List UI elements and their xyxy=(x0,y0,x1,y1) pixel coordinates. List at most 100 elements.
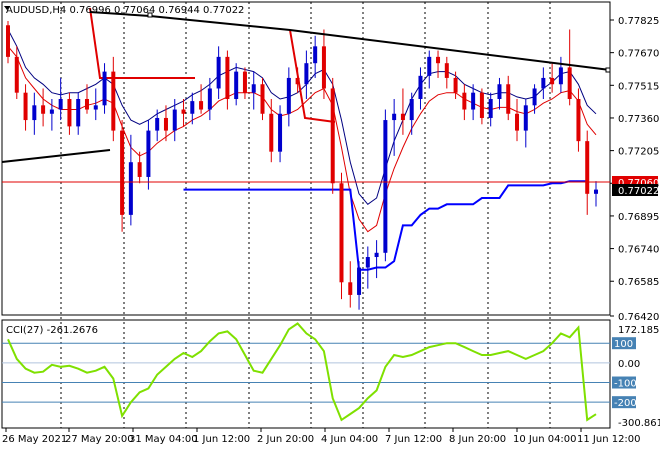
svg-text:0.77060: 0.77060 xyxy=(618,178,659,189)
candle-body[interactable] xyxy=(295,77,300,85)
candle-body[interactable] xyxy=(137,162,142,177)
trendline-handle[interactable] xyxy=(605,67,611,73)
candle-body[interactable] xyxy=(93,105,98,110)
candle-body[interactable] xyxy=(14,56,19,93)
candle-body[interactable] xyxy=(576,99,581,142)
candle-body[interactable] xyxy=(163,117,168,131)
price-tick-label: 0.77360 xyxy=(618,114,659,125)
candle-body[interactable] xyxy=(6,25,10,57)
candle-body[interactable] xyxy=(304,63,309,85)
candle-body[interactable] xyxy=(400,113,405,121)
candle-body[interactable] xyxy=(76,99,81,127)
candle-body[interactable] xyxy=(216,56,221,89)
candle-body[interactable] xyxy=(515,113,520,131)
candle-body[interactable] xyxy=(128,162,133,215)
collapse-arrow-icon[interactable] xyxy=(4,6,10,10)
support-indicator-line xyxy=(183,180,588,271)
candle-body[interactable] xyxy=(488,99,493,118)
upper-trendline[interactable] xyxy=(89,11,611,71)
candle-body[interactable] xyxy=(339,183,344,283)
candle-body[interactable] xyxy=(541,77,546,89)
candle-body[interactable] xyxy=(49,109,54,114)
candle-body[interactable] xyxy=(357,267,362,295)
candle-body[interactable] xyxy=(409,99,414,121)
candle-body[interactable] xyxy=(330,88,335,184)
candle-body[interactable] xyxy=(102,71,107,106)
candle-body[interactable] xyxy=(532,88,537,106)
candle-body[interactable] xyxy=(594,189,598,194)
resistance-indicator-line xyxy=(89,7,195,79)
candle-body[interactable] xyxy=(225,56,230,100)
cci-level-label: 100 xyxy=(614,339,633,350)
candle-body[interactable] xyxy=(365,257,370,268)
candle-body[interactable] xyxy=(84,99,89,110)
candle-body[interactable] xyxy=(242,71,247,93)
price-tick-label: 0.77670 xyxy=(618,49,659,60)
price-tick-label: 0.76420 xyxy=(618,312,659,323)
candle-body[interactable] xyxy=(207,88,212,110)
candle-body[interactable] xyxy=(558,67,563,85)
candle-body[interactable] xyxy=(374,252,379,258)
time-tick-label: 11 Jun 12:00 xyxy=(577,434,641,445)
candle-body[interactable] xyxy=(278,113,283,152)
candle-body[interactable] xyxy=(427,56,432,76)
candle-body[interactable] xyxy=(190,101,195,114)
candle-body[interactable] xyxy=(436,56,441,64)
cci-line xyxy=(7,322,597,422)
time-tick-label: 10 Jun 04:00 xyxy=(513,434,577,445)
candle-body[interactable] xyxy=(251,84,256,93)
time-tick-label: 2 Jun 20:00 xyxy=(257,434,314,445)
candle-body[interactable] xyxy=(67,99,72,127)
price-tick-label: 0.76740 xyxy=(618,245,659,256)
candle-body[interactable] xyxy=(392,113,397,121)
candle-body[interactable] xyxy=(550,77,555,85)
candle-body[interactable] xyxy=(585,141,590,194)
time-tick-label: 7 Jun 12:00 xyxy=(385,434,442,445)
candle-body[interactable] xyxy=(41,105,46,114)
candle-body[interactable] xyxy=(567,67,572,100)
time-tick-label: 31 May 04:00 xyxy=(129,434,198,445)
candle-body[interactable] xyxy=(453,77,458,93)
candle-body[interactable] xyxy=(286,77,291,114)
candle-body[interactable] xyxy=(58,99,63,110)
candle-body[interactable] xyxy=(120,130,125,215)
candle-body[interactable] xyxy=(146,130,151,177)
price-tick-label: 0.77515 xyxy=(618,81,659,92)
candle-body[interactable] xyxy=(523,105,528,131)
trendline-handle[interactable] xyxy=(147,12,153,18)
candle-body[interactable] xyxy=(181,109,186,114)
candle-body[interactable] xyxy=(479,92,484,118)
candle-body[interactable] xyxy=(111,71,116,131)
candle-body[interactable] xyxy=(23,92,28,121)
current-price-label: 0.77022 xyxy=(612,184,659,197)
candle-body[interactable] xyxy=(260,84,265,114)
lower-trendline[interactable] xyxy=(1,149,111,163)
price-tick-label: 0.77205 xyxy=(618,147,659,158)
time-tick-label: 26 May 2021 xyxy=(2,434,67,445)
candle-body[interactable] xyxy=(321,46,326,89)
candle-body[interactable] xyxy=(199,101,204,110)
candle-body[interactable] xyxy=(172,109,177,131)
candle-body[interactable] xyxy=(234,71,239,100)
time-tick-label: 1 Jun 12:00 xyxy=(193,434,250,445)
price-plot-area xyxy=(6,7,598,310)
candle-body[interactable] xyxy=(506,84,511,114)
candle-body[interactable] xyxy=(155,117,160,131)
candle-body[interactable] xyxy=(471,92,476,110)
time-tick-label: 8 Jun 20:00 xyxy=(449,434,506,445)
candle-body[interactable] xyxy=(462,92,467,110)
candle-body[interactable] xyxy=(348,282,353,295)
candle-body[interactable] xyxy=(418,75,423,100)
cci-axis: 172.1856 0.00 -300.8616 100 -100 -200 xyxy=(612,325,660,429)
candle-body[interactable] xyxy=(32,105,37,121)
candle-body[interactable] xyxy=(383,120,388,253)
cci-level-label-bg xyxy=(612,337,636,350)
candle-body[interactable] xyxy=(444,63,449,78)
candle-body[interactable] xyxy=(497,84,502,100)
cci-line-area xyxy=(7,322,597,422)
candle-body[interactable] xyxy=(269,113,274,152)
cci-level-label: -200 xyxy=(614,398,637,409)
candle-body[interactable] xyxy=(313,46,318,64)
cci-header: CCI(27) -261.2676 xyxy=(6,325,98,336)
